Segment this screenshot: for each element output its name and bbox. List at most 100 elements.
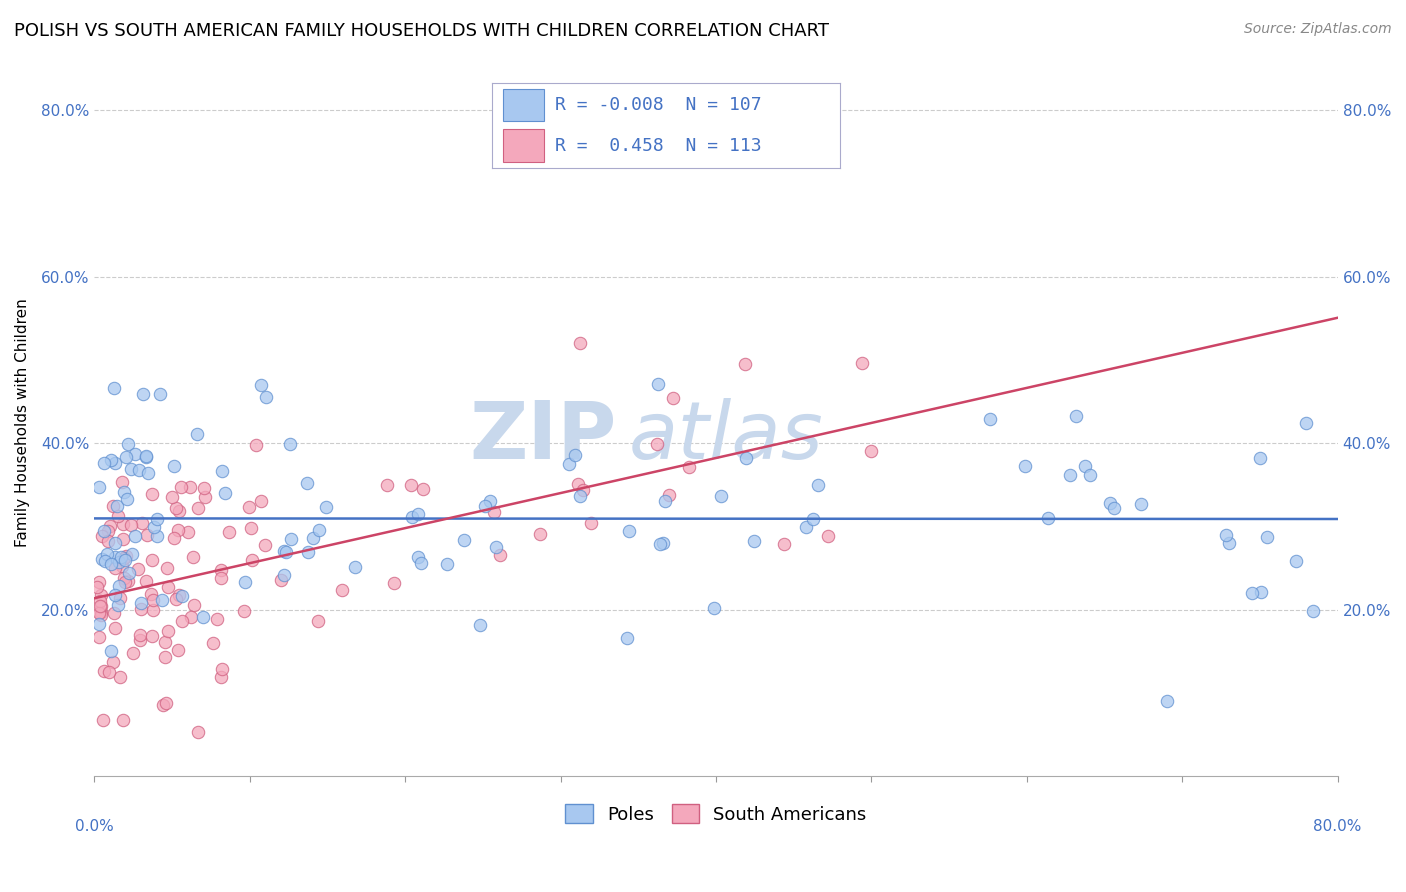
Point <box>176 525 198 540</box>
Point <box>617 524 640 538</box>
Point <box>138 466 160 480</box>
Point <box>270 573 292 587</box>
Point <box>409 556 432 570</box>
Point <box>111 559 134 574</box>
Point <box>115 549 138 563</box>
Point <box>111 516 134 531</box>
Point <box>794 520 817 534</box>
Point <box>773 537 796 551</box>
Point <box>817 529 839 543</box>
Point <box>1064 409 1087 424</box>
Point <box>180 610 202 624</box>
Point <box>194 490 217 504</box>
Point <box>104 536 127 550</box>
Point <box>474 500 496 514</box>
Point <box>652 535 675 549</box>
Point <box>120 461 142 475</box>
Point <box>114 553 136 567</box>
Point <box>104 621 127 635</box>
Point <box>734 357 756 371</box>
Point <box>127 562 149 576</box>
Point <box>91 529 114 543</box>
Point <box>482 505 505 519</box>
Point <box>112 713 135 727</box>
Point <box>557 457 579 471</box>
Point <box>484 540 506 554</box>
Point <box>209 571 232 585</box>
Point <box>569 335 592 350</box>
Point <box>108 591 131 605</box>
Point <box>1256 530 1278 544</box>
Point <box>101 655 124 669</box>
Point <box>1073 458 1095 473</box>
Point <box>564 448 586 462</box>
Point <box>129 595 152 609</box>
Point <box>211 662 233 676</box>
Point <box>240 553 263 567</box>
Text: atlas: atlas <box>628 398 824 475</box>
Point <box>141 487 163 501</box>
Point <box>93 524 115 538</box>
Point <box>330 582 353 597</box>
Point <box>100 558 122 572</box>
Point <box>233 574 256 589</box>
Point <box>703 601 725 615</box>
Point <box>93 664 115 678</box>
Point <box>1218 536 1240 550</box>
Text: Source: ZipAtlas.com: Source: ZipAtlas.com <box>1244 22 1392 37</box>
Text: 0.0%: 0.0% <box>75 819 114 834</box>
Point <box>645 437 668 451</box>
Point <box>1102 501 1125 516</box>
Y-axis label: Family Households with Children: Family Households with Children <box>15 298 30 547</box>
Point <box>141 629 163 643</box>
Point <box>382 576 405 591</box>
Point <box>1014 458 1036 473</box>
Point <box>104 561 127 575</box>
Point <box>734 451 756 466</box>
Point <box>979 412 1001 426</box>
Point <box>567 476 589 491</box>
Point <box>344 560 367 574</box>
Point <box>209 564 232 578</box>
Point <box>274 544 297 558</box>
Point <box>167 643 190 657</box>
Point <box>142 593 165 607</box>
Point <box>120 517 142 532</box>
Point <box>96 534 118 549</box>
Point <box>90 607 112 622</box>
Point <box>1215 528 1237 542</box>
Point <box>163 531 186 545</box>
Point <box>135 449 157 463</box>
Legend: Poles, South Americans: Poles, South Americans <box>558 797 875 830</box>
Point <box>1302 603 1324 617</box>
Point <box>616 631 638 645</box>
Point <box>111 475 134 489</box>
Point <box>93 456 115 470</box>
Point <box>149 387 172 401</box>
Point <box>572 483 595 497</box>
Point <box>105 499 128 513</box>
Point <box>648 537 671 551</box>
Point <box>170 480 193 494</box>
Point <box>851 356 873 370</box>
Point <box>742 533 765 548</box>
Point <box>100 453 122 467</box>
Point <box>141 552 163 566</box>
Point <box>110 670 132 684</box>
Point <box>131 387 153 401</box>
Point <box>96 548 118 562</box>
Point <box>250 494 273 508</box>
Point <box>129 602 152 616</box>
Point <box>205 612 228 626</box>
Point <box>401 510 423 524</box>
Point <box>478 493 501 508</box>
Point <box>1241 586 1264 600</box>
Point <box>135 574 157 588</box>
Point <box>128 463 150 477</box>
Point <box>211 464 233 478</box>
Point <box>654 493 676 508</box>
Point <box>108 578 131 592</box>
Point <box>103 499 125 513</box>
Point <box>152 698 174 712</box>
Point <box>90 605 112 619</box>
